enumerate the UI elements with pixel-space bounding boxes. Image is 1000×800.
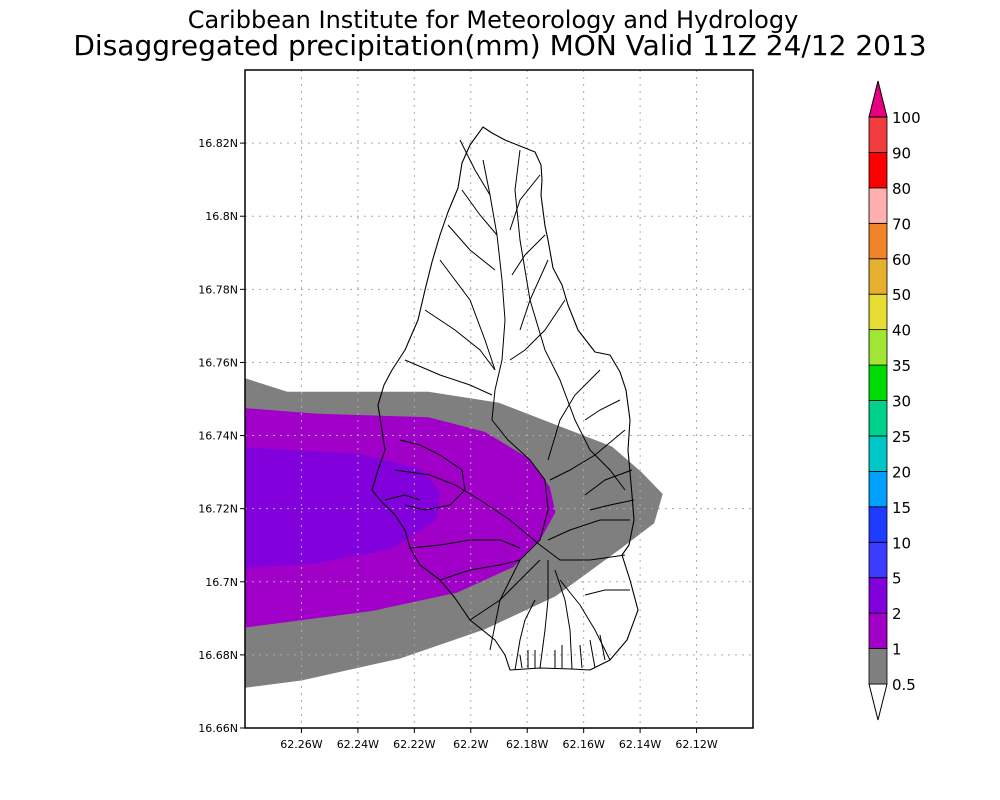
colorbar-label: 0.5 — [892, 676, 916, 694]
grid-lines — [245, 70, 753, 728]
colorbar-label: 90 — [892, 144, 911, 162]
y-tick-label: 16.78N — [198, 283, 238, 296]
y-tick-label: 16.66N — [198, 722, 238, 735]
contour-fill-2 — [245, 447, 440, 568]
y-tick-label: 16.7N — [205, 576, 238, 589]
colorbar-segment — [868, 116, 888, 153]
colorbar-label: 15 — [892, 499, 911, 517]
colorbar-segment — [868, 152, 888, 189]
colorbar-label: 40 — [892, 322, 911, 340]
colorbar-segment — [868, 648, 888, 685]
colorbar-segment — [868, 187, 888, 224]
colorbar-label: 80 — [892, 180, 911, 198]
colorbar-segment — [868, 506, 888, 543]
colorbar-label: 10 — [892, 534, 911, 552]
map-frame — [244, 69, 754, 729]
colorbar-label: 20 — [892, 463, 911, 481]
x-axis-ticks: 62.26W 62.24W 62.22W 62.2W 62.18W 62.16W 62.14… — [280, 728, 718, 751]
colorbar-segment — [868, 293, 888, 331]
x-tick-label: 62.14W — [619, 738, 661, 751]
y-tick-label: 16.72N — [198, 503, 238, 516]
colorbar-label: 70 — [892, 215, 911, 233]
x-tick-label: 62.22W — [393, 738, 435, 751]
colorbar-label: 60 — [892, 251, 911, 269]
x-tick-label: 62.2W — [453, 738, 488, 751]
x-tick-label: 62.12W — [675, 738, 717, 751]
watershed-lines — [384, 139, 635, 671]
colorbar-label: 25 — [892, 428, 911, 446]
x-tick-label: 62.26W — [280, 738, 322, 751]
colorbar-label: 100 — [892, 109, 921, 127]
chart-title: Caribbean Institute for Meteorology and … — [188, 6, 799, 34]
y-tick-label: 16.74N — [198, 430, 238, 443]
colorbar-segment — [868, 577, 888, 614]
colorbar-label: 30 — [892, 393, 911, 411]
colorbar-segment — [868, 222, 888, 260]
x-tick-label: 62.24W — [337, 738, 379, 751]
colorbar-segment — [868, 400, 888, 437]
colorbar-segment — [868, 541, 888, 579]
colorbar-segment — [868, 435, 888, 472]
y-tick-label: 16.8N — [205, 210, 238, 223]
colorbar-segment — [868, 470, 888, 508]
colorbar-segment — [868, 258, 888, 295]
y-tick-label: 16.68N — [198, 649, 238, 662]
colorbar-min-arrow — [868, 683, 888, 721]
colorbar-label: 2 — [892, 605, 902, 623]
contour-fills — [245, 378, 663, 688]
x-tick-label: 62.18W — [506, 738, 548, 751]
y-tick-label: 16.76N — [198, 356, 238, 369]
colorbar-segment — [868, 364, 888, 401]
colorbar-max-arrow — [868, 80, 888, 118]
colorbar-label: 5 — [892, 570, 902, 588]
y-axis-ticks: 16.66N 16.68N 16.7N 16.72N 16.74N 16.76N 16.78… — [198, 137, 245, 735]
colorbar-segment — [868, 329, 888, 366]
colorbar-label: 50 — [892, 286, 911, 304]
colorbar-segment — [868, 612, 888, 649]
y-tick-label: 16.82N — [198, 137, 238, 150]
x-tick-label: 62.16W — [562, 738, 604, 751]
colorbar-label: 35 — [892, 357, 911, 375]
colorbar-label: 1 — [892, 641, 902, 659]
chart-subtitle: Disaggregated precipitation(mm) MON Vali… — [73, 29, 926, 62]
